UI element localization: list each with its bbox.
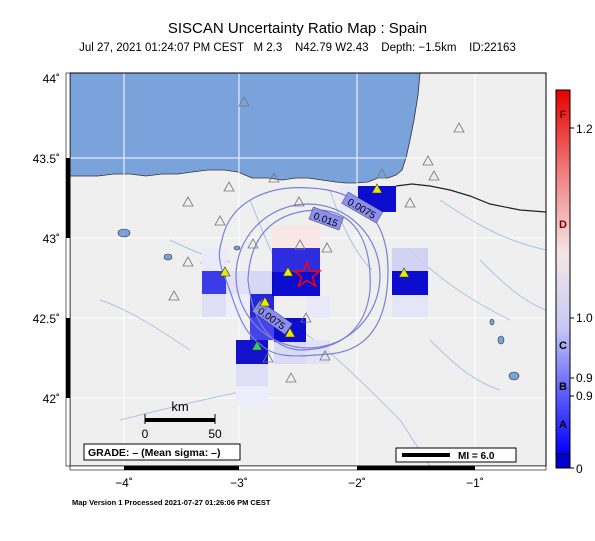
filled-triangle-icon [251, 340, 263, 351]
border-line [395, 183, 546, 213]
filled-triangle-icon [259, 296, 271, 307]
x-tick-label: −2˚ [348, 476, 366, 490]
grid-cell [392, 248, 428, 271]
map-subtitle: Jul 27, 2021 01:24:07 PM CEST M 2.3 N42.… [79, 42, 516, 54]
colorbar-value: 0.9 [576, 389, 593, 403]
hollow-triangle-icon [238, 96, 250, 107]
hollow-triangle-icon [262, 352, 274, 363]
colorbar-value: 0.9 [576, 371, 593, 385]
lakes [117, 228, 520, 381]
x-tick-label: −4˚ [115, 476, 133, 490]
hollow-triangle-icon [214, 215, 226, 226]
x-tick-label: −3˚ [230, 476, 248, 490]
filled-triangle-icon [284, 327, 296, 338]
scale-unit: km [171, 399, 188, 414]
colorbar-letter: A [559, 419, 567, 431]
colorbar-value: 0 [576, 462, 583, 476]
map-area: 0.0075 0.015 0.0075 km 0 50 [70, 73, 546, 466]
scale-label: 0 [142, 427, 149, 441]
scale-bar: km 0 50 [142, 399, 222, 441]
hollow-triangle-icon [182, 196, 194, 207]
grade-box: GRADE: – (Mean sigma: –) [83, 443, 241, 461]
colorbar-letter: D [559, 219, 567, 231]
colorbar-value: 1.0 [576, 311, 593, 325]
grade-label: GRADE: – (Mean sigma: –) [88, 447, 220, 459]
hollow-triangle-icon [404, 197, 416, 208]
y-tick-label: 42˚ [43, 392, 60, 406]
mi-box: MI = 6.0 [395, 447, 517, 463]
hollow-triangle-icon [223, 181, 235, 192]
grid-cell [272, 248, 320, 272]
y-tick-label: 43.5˚ [33, 152, 60, 166]
y-tick-label: 42.5˚ [33, 312, 60, 326]
colorbar-value: 1.2 [576, 122, 593, 136]
grid-cell [236, 340, 268, 364]
grid-cell [202, 248, 227, 271]
colorbar-letter: C [559, 340, 567, 352]
hollow-triangle-icon [293, 196, 305, 207]
y-tick-label: 43˚ [43, 232, 60, 246]
uncertainty-contours [218, 187, 389, 357]
grid-cell [306, 296, 330, 318]
map-title: SISCAN Uncertainty Ratio Map : Spain [167, 20, 428, 37]
grid-cell [202, 271, 227, 294]
hollow-triangle-icon [294, 239, 306, 250]
y-tick-label: 44˚ [43, 72, 60, 86]
filled-triangle-icon [371, 183, 383, 194]
hollow-triangle-icon [428, 170, 440, 181]
hollow-triangle-icon [268, 172, 280, 183]
grid-cell [226, 271, 250, 294]
hollow-triangle-icon [319, 350, 331, 361]
grid-cell [226, 294, 250, 317]
scale-label: 50 [208, 427, 222, 441]
grid-cell [202, 294, 227, 317]
hollow-triangle-icon [168, 290, 180, 301]
hollow-triangle-icon [182, 256, 194, 267]
star-icon [291, 259, 323, 288]
grid-cell [392, 295, 428, 317]
grid-cell [272, 225, 320, 248]
grid-cell [236, 386, 268, 406]
map-frame [65, 72, 547, 471]
x-tick-label: −1˚ [466, 476, 484, 490]
grid-cell [250, 271, 274, 294]
hollow-triangle-icon [422, 155, 434, 166]
hollow-triangle-icon [453, 122, 465, 133]
colorbar-letter: B [559, 381, 567, 393]
x-axis: −4˚ −3˚ −2˚ −1˚ [115, 476, 484, 490]
hollow-triangle-icon [321, 242, 333, 253]
sea-area [70, 73, 421, 184]
mi-label: MI = 6.0 [458, 451, 495, 462]
y-axis: 44˚ 43.5˚ 43˚ 42.5˚ 42˚ [33, 72, 60, 406]
hollow-triangle-icon [285, 372, 297, 383]
map-footer: Map Version 1 Processed 2021-07-27 01:26… [72, 498, 271, 507]
hollow-triangle-icon [376, 168, 388, 179]
grid-cell [392, 271, 428, 295]
hollow-triangle-icon [247, 238, 259, 249]
hollow-triangle-icon [300, 312, 312, 323]
colorbar-letter: F [560, 109, 567, 121]
filled-triangle-icon [282, 266, 294, 277]
grid-cell [236, 364, 268, 386]
stations [168, 96, 465, 383]
filled-triangle-icon [219, 266, 231, 277]
filled-triangle-icon [398, 267, 410, 278]
colorbar: F D C B A 1.2 1.0 0.9 0.9 0 [555, 89, 593, 476]
